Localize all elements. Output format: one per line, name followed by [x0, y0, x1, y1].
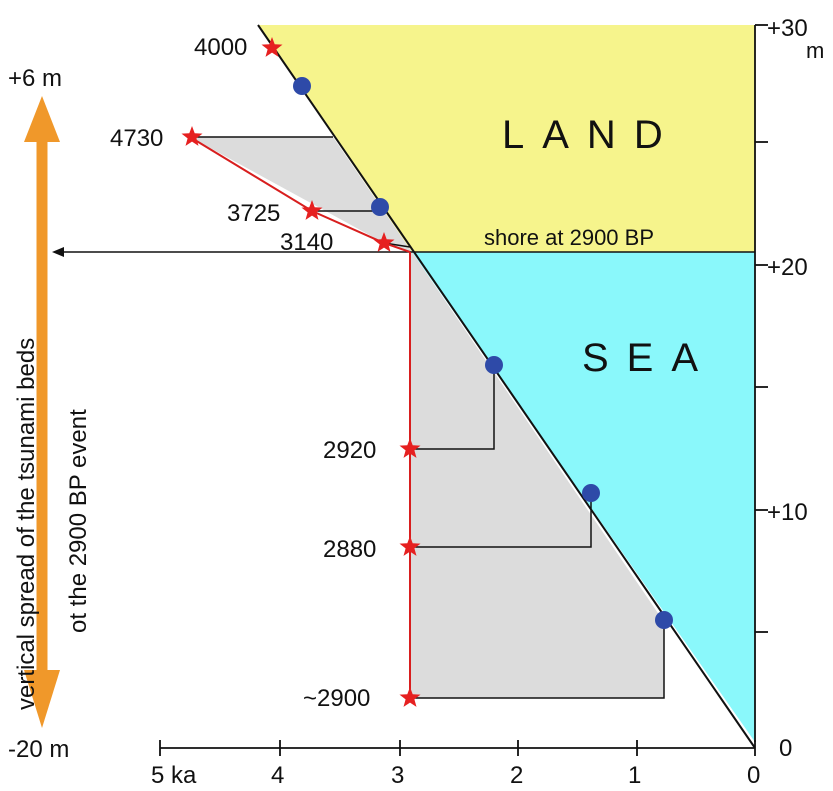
bottom-axis-label-0: 0 [747, 762, 760, 789]
vertical-spread-arrow-bottom-head [24, 670, 60, 728]
sample-label-4730: 4730 [110, 125, 163, 152]
bottom-axis-label-5: 5 [151, 762, 164, 789]
sample-label-4000: 4000 [194, 34, 247, 61]
left-scale-bottom-label: -20 m [8, 736, 69, 763]
connector-2900 [410, 622, 665, 699]
bottom-axis-label-1: 1 [628, 762, 641, 789]
red-star [399, 536, 421, 556]
red-star [181, 126, 203, 146]
blue-dot [371, 198, 389, 216]
land-label: LAND [502, 113, 681, 157]
shore-label: shore at 2900 BP [484, 225, 654, 250]
right-axis-unit: m [806, 38, 824, 63]
left-scale-top-label: +6 m [8, 65, 62, 92]
bottom-axis-label-2: 2 [510, 762, 523, 789]
sample-label-3140: 3140 [280, 229, 333, 256]
bottom-axis-unit: ka [171, 762, 197, 789]
arrow-caption-line1: vertical spread of the tsunami beds [13, 338, 40, 710]
red-stars [181, 37, 421, 707]
blue-dots [293, 77, 673, 629]
connector-2920 [410, 365, 495, 450]
tsunami-bed-gray-area-upper [190, 137, 412, 252]
blue-dot [582, 484, 600, 502]
sea-label: SEA [582, 336, 716, 380]
bottom-axis-label-3: 3 [391, 762, 404, 789]
right-axis-label-0: 0 [779, 735, 792, 762]
sample-label-2900: ~2900 [303, 685, 370, 712]
right-axis-label-10: +10 [767, 499, 808, 526]
red-star [399, 687, 421, 707]
shore-line-arrowhead [52, 247, 64, 257]
bottom-axis-label-4: 4 [271, 762, 284, 789]
right-axis-label-20: +20 [767, 254, 808, 281]
red-star [399, 438, 421, 458]
red-star [373, 232, 395, 252]
blue-dot [485, 356, 503, 374]
connector-2880 [410, 493, 592, 548]
sample-label-2880: 2880 [323, 536, 376, 563]
land-region [258, 25, 755, 252]
diagonal-shoreline [257, 24, 756, 749]
red-star [301, 200, 323, 220]
blue-dot [293, 77, 311, 95]
tsunami-bed-gray-area-lower [410, 252, 664, 698]
red-star [261, 37, 283, 57]
vertical-spread-arrow-top-head [24, 96, 60, 142]
arrow-caption-line2: ot the 2900 BP event [65, 409, 92, 633]
right-axis-label-30: +30 [767, 15, 808, 42]
sample-label-3725: 3725 [227, 200, 280, 227]
red-trend-upper [189, 136, 411, 253]
blue-dot [655, 611, 673, 629]
sample-label-2920: 2920 [323, 437, 376, 464]
